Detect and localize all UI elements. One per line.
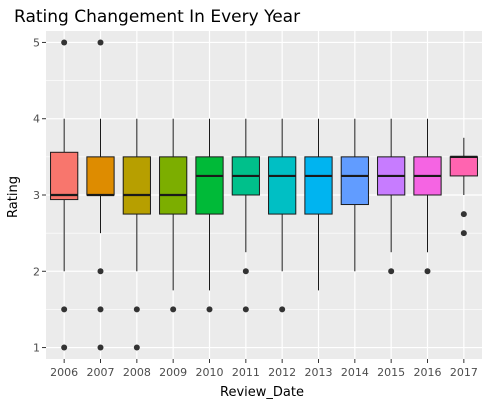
outlier-point [279, 306, 286, 313]
box-body [50, 151, 79, 201]
x-tick-label: 2014 [341, 366, 369, 379]
box-body [86, 156, 115, 196]
outlier-point [242, 268, 249, 275]
box-2015 [377, 118, 406, 275]
x-tick-label: 2017 [450, 366, 478, 379]
y-tick-label: 2 [33, 265, 40, 278]
outlier-point [97, 39, 104, 46]
x-tick-label: 2011 [232, 366, 260, 379]
x-tick-label: 2007 [87, 366, 115, 379]
box-body [268, 156, 297, 215]
x-tick-label: 2009 [159, 366, 187, 379]
box-body [449, 156, 478, 177]
outlier-point [97, 306, 104, 313]
outlier-point [61, 306, 68, 313]
x-tick-label: 2006 [50, 366, 78, 379]
y-tick-label: 5 [33, 36, 40, 49]
x-tick-label: 2010 [196, 366, 224, 379]
outlier-point [61, 344, 68, 351]
boxes [50, 39, 478, 351]
outlier-point [170, 306, 177, 313]
outlier-point [388, 268, 395, 275]
outlier-point [206, 306, 213, 313]
box-2016 [413, 118, 442, 275]
outlier-point [133, 344, 140, 351]
x-tick-label: 2013 [305, 366, 333, 379]
x-tick-label: 2012 [268, 366, 296, 379]
box-2006 [50, 39, 79, 351]
outlier-point [424, 268, 431, 275]
box-2017 [449, 137, 478, 237]
axes: 1 2 3 4 5 2006 2007 2008 2009 2010 2011 2012 2013 201… [33, 36, 478, 379]
outlier-point [97, 344, 104, 351]
outlier-point [242, 306, 249, 313]
box-2008 [122, 118, 151, 351]
box-2012 [268, 118, 297, 313]
outlier-point [460, 211, 467, 218]
box-body [304, 156, 333, 215]
outlier-point [133, 306, 140, 313]
outlier-point [61, 39, 68, 46]
y-tick-label: 4 [33, 113, 40, 126]
y-axis-label: Rating [6, 176, 21, 218]
box-2007 [86, 39, 115, 351]
chart-title: Rating Changement In Every Year [14, 7, 300, 27]
box-body [195, 156, 224, 215]
x-tick-label: 2008 [123, 366, 151, 379]
x-tick-label: 2016 [414, 366, 442, 379]
y-tick-label: 1 [33, 342, 40, 355]
box-body [159, 156, 188, 215]
box-2013 [304, 118, 333, 291]
outlier-point [97, 268, 104, 275]
box-2014 [340, 118, 369, 272]
outlier-point [460, 230, 467, 237]
box-2010 [195, 118, 224, 313]
box-body [122, 156, 151, 215]
y-tick-label: 3 [33, 189, 40, 202]
box-2009 [159, 118, 188, 313]
x-axis-label: Review_Date [220, 385, 304, 400]
box-2011 [231, 118, 260, 313]
box-body [340, 156, 369, 206]
x-tick-label: 2015 [377, 366, 405, 379]
